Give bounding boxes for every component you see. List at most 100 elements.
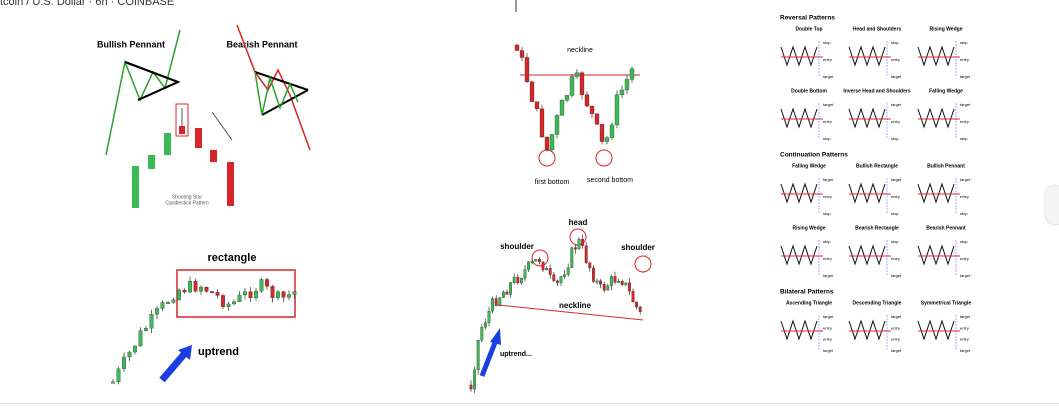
pattern-label: stop bbox=[891, 239, 899, 244]
candle bbox=[144, 328, 148, 331]
circle bbox=[531, 249, 549, 267]
arrow bbox=[479, 339, 499, 377]
line bbox=[254, 71, 309, 91]
label: neckline bbox=[567, 47, 593, 54]
candle bbox=[545, 268, 548, 271]
candle bbox=[624, 282, 628, 285]
candle bbox=[628, 282, 631, 292]
candle bbox=[469, 384, 473, 390]
pennant-image[interactable]: Bullish Pennant Bearish Pennant Shooting… bbox=[97, 24, 311, 208]
candle bbox=[116, 368, 121, 383]
label: neckline bbox=[559, 301, 592, 310]
candle bbox=[498, 297, 502, 306]
candle bbox=[487, 311, 491, 323]
candle bbox=[265, 279, 269, 287]
candle bbox=[527, 261, 530, 270]
line bbox=[254, 71, 299, 116]
cheat-sheet-image[interactable]: Reversal Patterns Double Top stop entry targ… bbox=[780, 15, 971, 353]
pattern-label: stop bbox=[823, 211, 831, 216]
candle bbox=[574, 72, 580, 77]
head-shoulders-image[interactable]: head shoulder shoulder neckline uptrend.… bbox=[469, 218, 655, 394]
candle bbox=[287, 294, 291, 298]
pattern-label: target bbox=[823, 273, 834, 278]
page-header: tcoin / U.S. Dollar · 6h · COINBASE bbox=[0, 0, 174, 8]
candle bbox=[619, 89, 625, 95]
scroll-button[interactable] bbox=[1044, 184, 1059, 226]
candle bbox=[155, 308, 159, 315]
candle bbox=[638, 306, 642, 312]
pattern-label: entry bbox=[823, 119, 832, 124]
pattern-line bbox=[917, 45, 955, 67]
pattern-label: target bbox=[960, 314, 971, 319]
candle bbox=[614, 94, 620, 126]
candle bbox=[138, 330, 143, 347]
candle bbox=[193, 281, 198, 292]
candle bbox=[594, 113, 600, 125]
candle bbox=[617, 280, 620, 283]
pattern-label: entry bbox=[960, 337, 969, 342]
pattern-title: Bearish Rectangle bbox=[855, 225, 899, 231]
pattern-label: entry bbox=[823, 337, 832, 342]
candle bbox=[606, 285, 610, 291]
candle bbox=[635, 301, 638, 308]
pattern-label: stop bbox=[823, 40, 831, 45]
label: first bottom bbox=[535, 179, 570, 186]
pattern-label: target bbox=[891, 177, 902, 182]
pattern-label: stop bbox=[891, 136, 899, 141]
candle bbox=[501, 291, 505, 298]
candle bbox=[166, 302, 170, 305]
candle bbox=[270, 286, 275, 298]
candle bbox=[524, 57, 530, 83]
candle bbox=[227, 162, 234, 206]
candle bbox=[559, 276, 563, 283]
pattern-title: Symmetrical Triangle bbox=[921, 300, 972, 306]
candle bbox=[491, 298, 495, 312]
candle bbox=[629, 68, 635, 80]
candle bbox=[259, 279, 264, 292]
pattern-label: entry bbox=[891, 256, 900, 261]
pattern-label: target bbox=[891, 348, 902, 353]
pattern-label: stop bbox=[823, 239, 831, 244]
rectangle-image[interactable]: rectangle uptrend bbox=[111, 252, 297, 385]
candle bbox=[569, 76, 575, 96]
pattern-line bbox=[780, 182, 818, 204]
circle bbox=[595, 149, 613, 167]
pattern-title: Rising Wedge bbox=[793, 225, 826, 231]
candle bbox=[534, 259, 538, 262]
pattern-title: Bullish Rectangle bbox=[856, 163, 898, 169]
pattern-label: entry bbox=[960, 325, 969, 330]
candle bbox=[160, 302, 165, 309]
pattern-label: stop bbox=[891, 40, 899, 45]
candle bbox=[215, 292, 220, 296]
pattern-label: target bbox=[823, 314, 834, 319]
double-bottom-image[interactable]: neckline first bottom second bottom bbox=[514, 0, 640, 186]
candle bbox=[210, 291, 214, 294]
pattern-line bbox=[917, 182, 955, 204]
candle bbox=[570, 247, 574, 268]
candle bbox=[237, 294, 242, 302]
candle bbox=[566, 267, 570, 275]
highlight bbox=[175, 103, 189, 137]
pattern-label: entry bbox=[960, 57, 969, 62]
label: shoulder bbox=[621, 243, 655, 252]
candle bbox=[610, 276, 613, 286]
candle bbox=[620, 280, 624, 285]
pattern-label: entry bbox=[823, 57, 832, 62]
candle bbox=[563, 274, 566, 277]
pattern-label: entry bbox=[891, 57, 900, 62]
label: rectangle bbox=[208, 252, 257, 264]
candle bbox=[581, 238, 584, 246]
candle bbox=[541, 261, 545, 271]
pattern-title: Bullish Pennant bbox=[927, 163, 965, 169]
candle bbox=[574, 247, 577, 250]
candle bbox=[602, 284, 606, 291]
candle bbox=[509, 282, 513, 295]
pattern-title: Double Bottom bbox=[791, 88, 827, 94]
pattern-title: Head and Shoulders bbox=[853, 26, 902, 32]
candle bbox=[534, 101, 540, 110]
pattern-label: entry bbox=[891, 119, 900, 124]
candle bbox=[544, 136, 550, 151]
candle bbox=[171, 299, 176, 303]
